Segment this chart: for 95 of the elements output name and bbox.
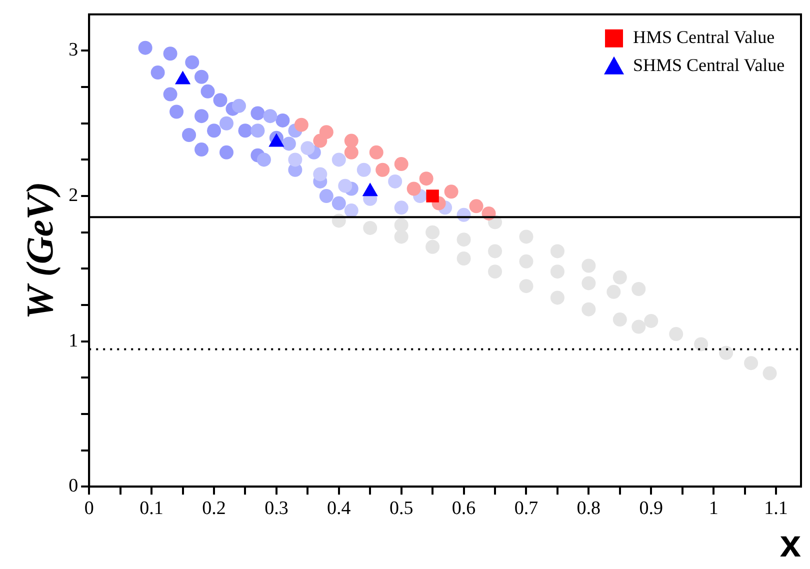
x-tick-label: 0.8 [576,498,601,519]
legend-label: HMS Central Value [633,27,775,48]
point [488,264,502,279]
point [263,109,278,124]
point [444,184,458,199]
point [519,230,534,244]
point [356,162,371,177]
point [426,225,440,240]
x-tick-label: 0.7 [514,498,538,519]
point [256,152,271,167]
point [200,84,215,98]
point [582,276,596,290]
point [406,182,421,196]
point [213,93,228,108]
point [194,142,209,157]
point [469,199,484,214]
point [394,230,408,244]
x-tick-label: 1 [708,498,718,519]
point [163,46,178,61]
point [669,327,684,342]
point [694,337,708,352]
x-tick-label: 0.1 [140,498,164,519]
point [138,40,152,55]
point [456,232,471,247]
point [185,55,200,70]
y-tick-label: 0 [68,476,78,497]
x-tick-label: 1.1 [764,498,788,519]
point [338,178,352,193]
point [238,124,252,138]
point [319,189,334,204]
point [313,167,328,182]
point [332,152,346,167]
point [276,113,290,128]
point [170,104,184,119]
point [182,128,196,142]
point [288,152,302,167]
y-tick-label: 2 [68,185,78,206]
x-tick-label: 0.6 [452,498,476,519]
x-tick-label: 0.4 [327,498,352,519]
point [232,98,246,113]
y-axis-title: W (GeV) [20,182,62,320]
point [632,282,646,296]
point [206,124,221,138]
point [194,109,209,124]
point [606,284,621,299]
x-tick-label: 0 [84,498,94,519]
point [332,196,346,210]
point [250,106,265,120]
point [219,145,234,160]
point [612,312,627,327]
point [394,218,408,232]
x-tick-label: 0.5 [389,498,414,519]
legend-label: SHMS Central Value [633,55,785,76]
point [163,87,178,102]
point [644,314,658,328]
x-tick-label: 0.9 [639,498,663,519]
point [762,366,777,380]
point [194,70,209,84]
y-tick-label: 1 [68,330,78,352]
point [344,145,358,160]
point [150,66,165,80]
point [219,116,234,130]
point [376,162,390,177]
point [550,290,564,305]
y-tick-label: 3 [68,40,78,61]
point [344,134,358,148]
point [300,141,315,156]
x-tick-label: 0.3 [264,498,288,519]
point [456,251,471,266]
point [282,136,296,151]
point [582,258,596,273]
point [394,157,408,172]
point [582,302,596,316]
x-tick-label: 0.2 [202,498,226,519]
point [488,244,502,258]
point [388,174,402,188]
point [369,145,384,160]
point [426,240,440,254]
point [519,279,534,294]
point [426,190,439,202]
point [363,220,378,235]
point [550,264,564,279]
point [344,204,358,218]
point [719,346,734,360]
point [419,172,434,186]
point [744,356,758,370]
point [250,124,265,138]
point [313,134,328,148]
point [394,200,408,215]
point [294,118,308,132]
point [632,320,646,334]
x-axis-title: x [780,524,801,566]
point [519,254,534,268]
point [550,244,564,258]
point [612,270,627,284]
